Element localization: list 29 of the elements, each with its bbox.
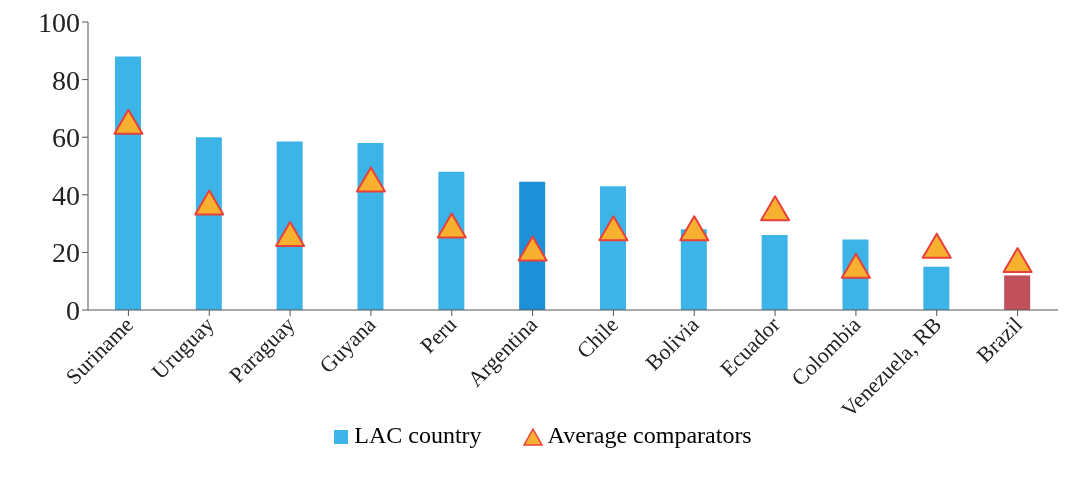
y-tick-label: 40 xyxy=(52,179,80,211)
point xyxy=(760,195,791,222)
point xyxy=(840,252,871,279)
y-tick-label: 100 xyxy=(38,6,80,38)
point xyxy=(436,212,467,239)
legend-label: LAC country xyxy=(353,422,482,449)
bar xyxy=(276,141,303,310)
y-tick-label: 60 xyxy=(52,122,80,154)
bar xyxy=(761,235,788,310)
point xyxy=(598,215,629,242)
x-tick-label: Peru xyxy=(415,311,462,359)
bar xyxy=(115,56,141,310)
bar xyxy=(1004,275,1031,310)
y-tick-label: 0 xyxy=(66,294,80,326)
y-tick-label: 80 xyxy=(52,64,80,96)
point xyxy=(921,232,952,259)
point xyxy=(1002,247,1033,274)
x-tick-label: Chile xyxy=(571,311,623,364)
point xyxy=(517,235,548,262)
point xyxy=(113,108,144,135)
point xyxy=(679,215,710,242)
legend-label: Average comparators xyxy=(546,422,752,449)
bar xyxy=(357,142,384,310)
bar xyxy=(923,266,950,310)
y-tick-label: 20 xyxy=(52,237,80,269)
point xyxy=(194,189,225,216)
point xyxy=(355,166,386,193)
point xyxy=(275,221,306,248)
bar xyxy=(195,137,222,310)
